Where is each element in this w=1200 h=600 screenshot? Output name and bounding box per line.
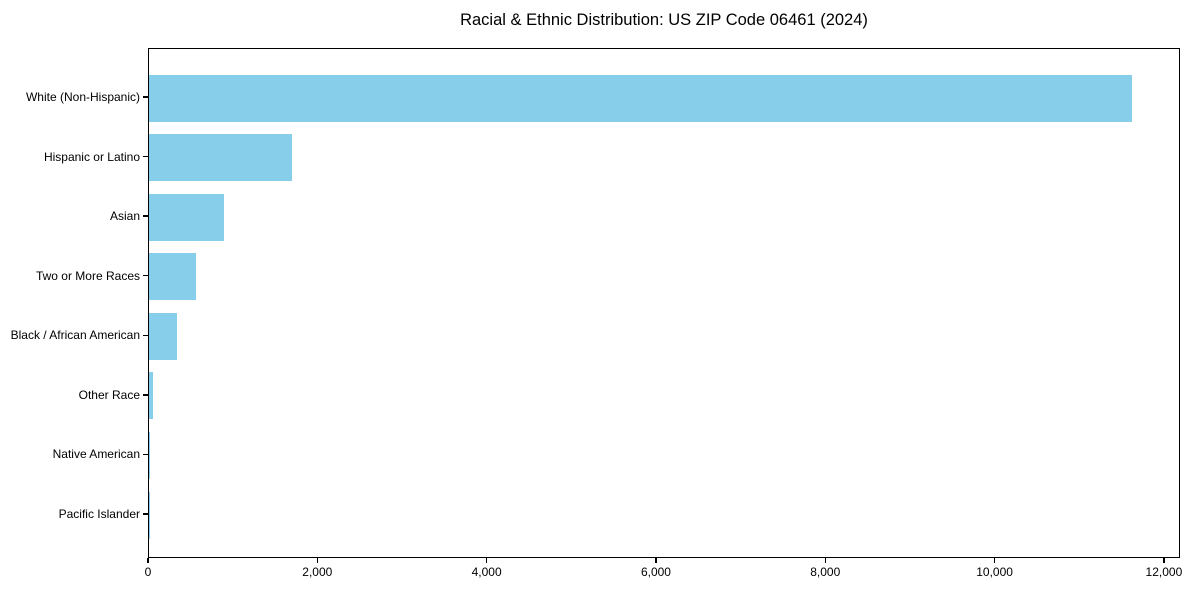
y-axis-label-black-african-american: Black / African American <box>10 328 140 343</box>
bar-asian <box>149 193 224 241</box>
y-axis-label-asian: Asian <box>109 209 140 224</box>
y-axis-label-two-or-more-races: Two or More Races <box>35 268 140 283</box>
x-axis-tick-label: 10,000 <box>976 565 1013 579</box>
y-axis-tick <box>143 513 148 515</box>
x-axis-tick-label: 12,000 <box>1145 565 1183 579</box>
x-axis-tick-label: 6,000 <box>640 565 671 579</box>
x-axis-tick <box>655 558 657 563</box>
y-axis-label-white-non-hispanic: White (Non-Hispanic) <box>25 90 140 104</box>
bar-other-race <box>149 372 153 420</box>
x-axis-tick-label: 2,000 <box>302 565 333 579</box>
y-axis-label-pacific-islander: Pacific Islander <box>58 507 140 521</box>
y-axis-label-other-race: Other Race <box>78 387 140 402</box>
bar-white-non-hispanic <box>149 74 1132 122</box>
bar-two-or-more-races <box>149 253 196 301</box>
y-axis-tick <box>143 274 148 277</box>
y-axis-tick <box>143 394 148 396</box>
x-axis-tick-label: 4,000 <box>471 565 502 579</box>
x-axis-tick <box>824 558 827 563</box>
y-axis-tick <box>143 155 148 158</box>
y-axis-tick <box>143 334 148 337</box>
bar-hispanic-or-latino <box>149 134 293 182</box>
x-axis-tick <box>316 558 319 563</box>
chart-title: Racial & Ethnic Distribution: US ZIP Cod… <box>460 11 868 29</box>
x-axis-tick-label: 0 <box>144 565 152 579</box>
y-axis-tick <box>143 453 148 456</box>
x-axis-tick-label: 8,000 <box>810 565 841 579</box>
x-axis-tick <box>485 558 488 563</box>
x-axis-tick <box>147 558 149 563</box>
plot-area <box>148 48 1180 558</box>
bar-native-american <box>149 431 150 479</box>
x-axis-tick <box>1163 558 1165 563</box>
x-axis-tick <box>993 558 996 563</box>
bar-black-african-american <box>149 312 177 360</box>
y-axis-label-native-american: Native American <box>52 447 140 462</box>
y-axis-tick <box>143 215 148 217</box>
y-axis-tick <box>143 96 148 98</box>
y-axis-label-hispanic-or-latino: Hispanic or Latino <box>43 149 140 164</box>
